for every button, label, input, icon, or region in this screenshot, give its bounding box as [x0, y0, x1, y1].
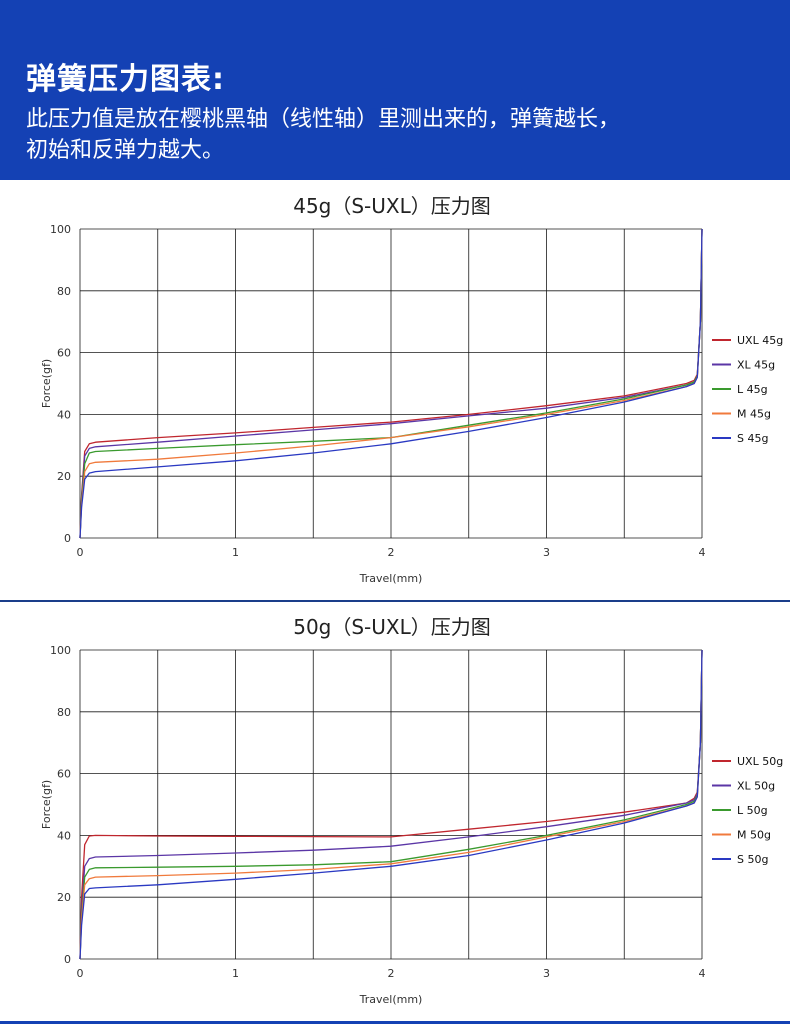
legend-label: M 45g	[737, 408, 771, 421]
x-axis-label: Travel(mm)	[359, 993, 423, 1006]
legend-label: UXL 45g	[737, 334, 783, 347]
y-tick-label: 40	[57, 408, 71, 421]
chart-panel-50g: 50g（S-UXL）压力图 0 20 40 60 80 100 0 1 2 3 4 Travel(mm)…	[0, 601, 790, 1021]
x-tick-label: 4	[699, 546, 706, 559]
y-tick-label: 100	[50, 644, 71, 657]
y-tick-label: 60	[57, 347, 71, 360]
y-tick-label: 80	[57, 285, 71, 298]
legend-label: M 50g	[737, 829, 771, 842]
series-line-4	[79, 228, 703, 539]
chart-title: 50g（S-UXL）压力图	[293, 615, 491, 639]
y-tick-label: 20	[57, 470, 71, 483]
legend-label: S 45g	[737, 432, 768, 445]
legend-label: L 45g	[737, 383, 768, 396]
banner-description-line-2: 初始和反弹力越大。	[26, 138, 225, 163]
x-tick-label: 1	[232, 546, 239, 559]
force-chart-50g: 50g（S-UXL）压力图 0 20 40 60 80 100 0 1 2 3 4 Travel(mm)…	[40, 615, 783, 1006]
y-axis-label: Force(gf)	[40, 359, 53, 408]
banner-description-line-1: 此压力值是放在樱桃黑轴（线性轴）里测出来的，弹簧越长，	[26, 107, 621, 132]
y-tick-label: 0	[64, 953, 71, 966]
x-tick-label: 4	[699, 967, 706, 980]
legend-label: S 50g	[737, 853, 768, 866]
x-tick-label: 2	[388, 967, 395, 980]
y-axis-label: Force(gf)	[40, 780, 53, 829]
y-tick-label: 80	[57, 706, 71, 719]
legend-label: L 50g	[737, 804, 768, 817]
chart-title: 45g（S-UXL）压力图	[293, 194, 491, 218]
x-tick-label: 1	[232, 967, 239, 980]
x-tick-label: 2	[388, 546, 395, 559]
y-tick-label: 0	[64, 532, 71, 545]
section-divider	[0, 600, 790, 602]
chart-panel-45g: 45g（S-UXL）压力图 0 20 40 60 80 100 0 1 2 3 4 Travel(mm)…	[0, 180, 790, 600]
series-line-1	[79, 649, 703, 960]
y-tick-label: 20	[57, 891, 71, 904]
legend-label: UXL 50g	[737, 755, 783, 768]
series-line-0	[79, 649, 703, 960]
y-tick-label: 100	[50, 223, 71, 236]
x-tick-label: 0	[77, 546, 84, 559]
series-line-2	[79, 649, 703, 960]
force-chart-45g: 45g（S-UXL）压力图 0 20 40 60 80 100 0 1 2 3 4 Travel(mm)…	[40, 194, 783, 585]
y-tick-label: 60	[57, 768, 71, 781]
legend-label: XL 50g	[737, 780, 775, 793]
banner-heading: 弹簧压力图表:	[26, 62, 225, 97]
y-tick-label: 40	[57, 829, 71, 842]
series-line-4	[79, 649, 703, 960]
x-axis-label: Travel(mm)	[359, 572, 423, 585]
legend-label: XL 45g	[737, 359, 775, 372]
series-line-0	[79, 228, 703, 539]
x-tick-label: 3	[543, 546, 550, 559]
header-banner: 弹簧压力图表: 此压力值是放在樱桃黑轴（线性轴）里测出来的，弹簧越长， 初始和反…	[0, 0, 790, 180]
x-tick-label: 3	[543, 967, 550, 980]
bottom-border	[0, 1021, 790, 1024]
x-tick-label: 0	[77, 967, 84, 980]
